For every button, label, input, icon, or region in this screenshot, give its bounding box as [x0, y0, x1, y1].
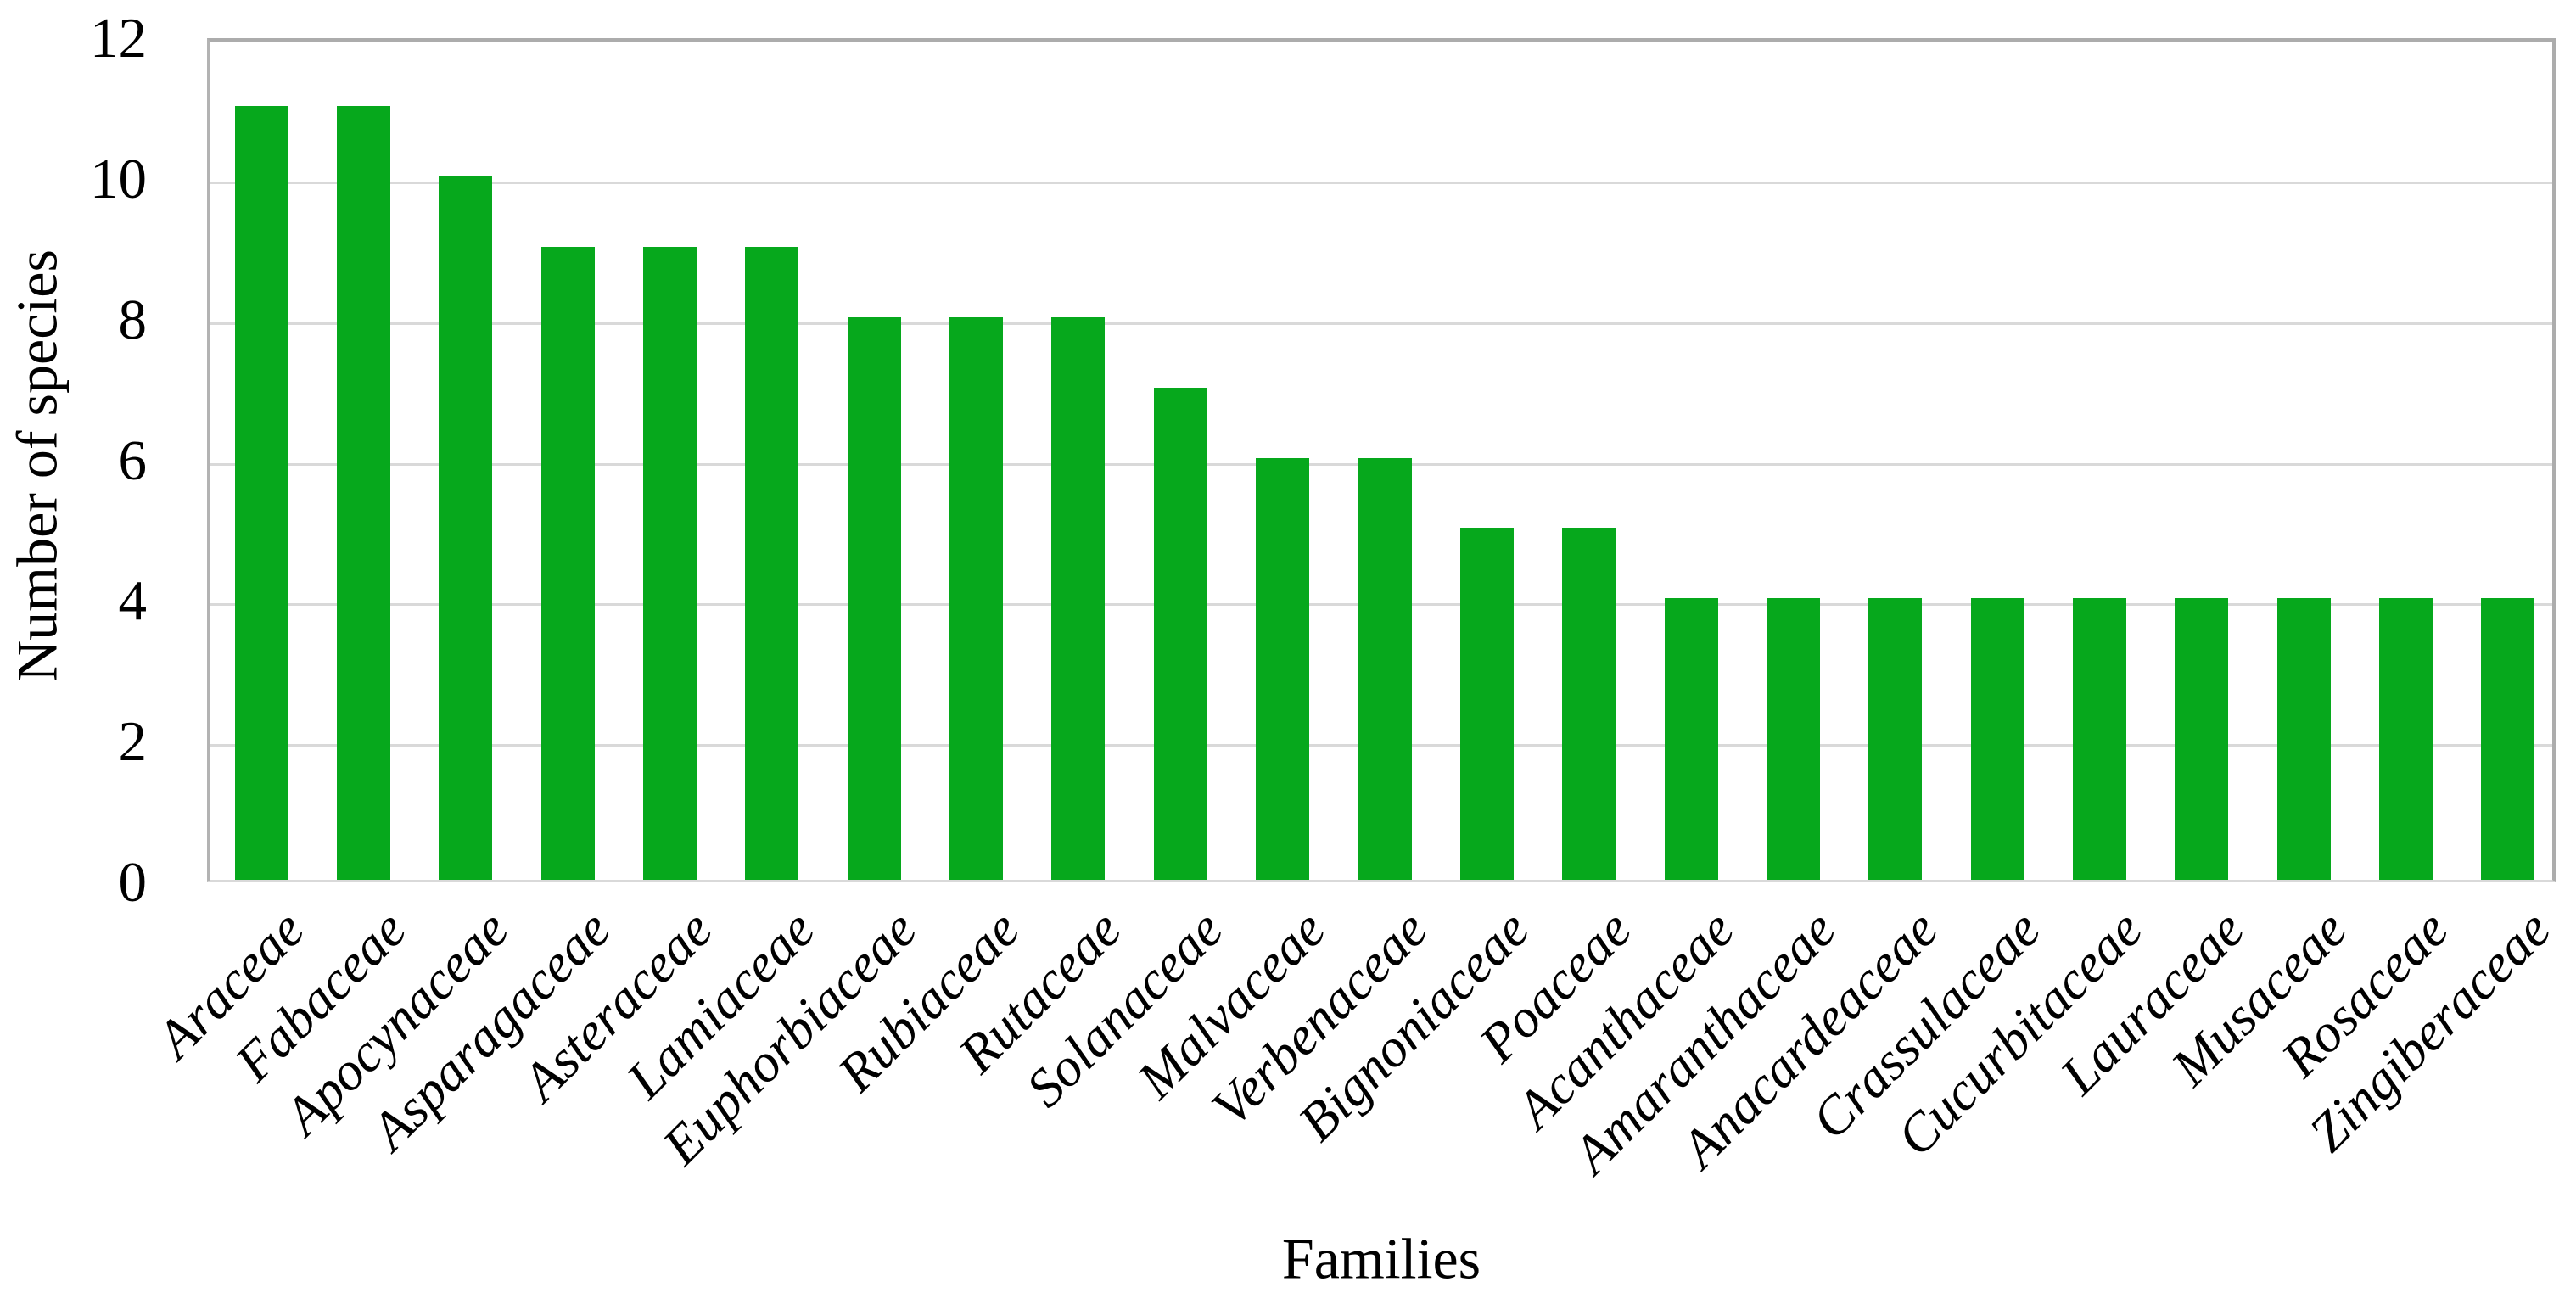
y-tick-label-4: 4: [118, 569, 148, 633]
bar-rosaceae: [2378, 598, 2433, 880]
bar-lamiaceae: [745, 246, 799, 880]
y-tick-label-8: 8: [118, 288, 148, 351]
bar-bignoniaceae: [1459, 528, 1514, 880]
y-tick-label-2: 2: [118, 710, 148, 774]
bar-zingiberaceae: [2481, 598, 2535, 880]
bar-euphorbiaceae: [847, 316, 901, 880]
plot-area: [207, 38, 2556, 882]
bar-solanaceae: [1153, 387, 1207, 880]
y-tick-label-0: 0: [118, 851, 148, 914]
bar-cucurbitaceae: [2072, 598, 2126, 880]
bar-asteraceae: [643, 246, 697, 880]
bar-fabaceae: [337, 105, 391, 880]
bar-amaranthaceae: [1766, 598, 1820, 880]
bar-araceae: [234, 105, 288, 880]
y-tick-label-6: 6: [118, 428, 148, 492]
bar-poaceae: [1562, 528, 1616, 880]
bar-apocynaceae: [439, 176, 493, 880]
bar-rutaceae: [1051, 316, 1106, 880]
x-axis-title: Families: [1281, 1226, 1481, 1291]
bar-crassulaceae: [1970, 598, 2024, 880]
bar-acanthaceae: [1664, 598, 1718, 880]
bar-rubiaceae: [949, 316, 1004, 880]
bar-lauraceae: [2175, 598, 2229, 880]
bar-asparagaceae: [540, 246, 595, 880]
bar-malvaceae: [1256, 457, 1310, 880]
gridline-8: [210, 322, 2552, 325]
bar-musaceae: [2276, 598, 2331, 880]
bar-anacardeaceae: [1868, 598, 1923, 880]
bar-verbenaceae: [1358, 457, 1412, 880]
y-tick-label-12: 12: [90, 7, 147, 70]
gridline-10: [210, 181, 2552, 184]
y-tick-label-10: 10: [90, 147, 147, 210]
